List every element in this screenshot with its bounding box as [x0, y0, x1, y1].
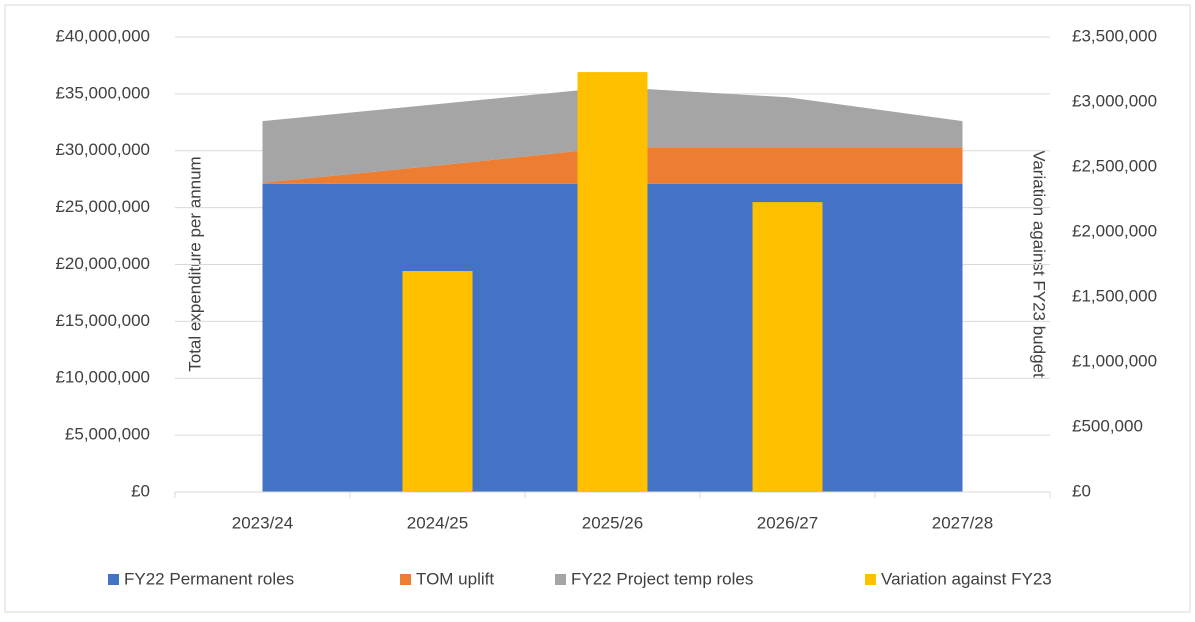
x-tick-label: 2025/26 — [582, 513, 643, 532]
y-tick-label: £5,000,000 — [65, 425, 150, 444]
legend-label: FY22 Permanent roles — [124, 569, 294, 588]
y2-tick-label: £500,000 — [1072, 416, 1143, 435]
y-tick-label: £0 — [131, 481, 150, 500]
legend-label: TOM uplift — [416, 569, 494, 588]
y2-tick-label: £2,500,000 — [1072, 156, 1157, 175]
x-tick-label: 2023/24 — [232, 513, 293, 532]
x-tick-label: 2026/27 — [757, 513, 818, 532]
x-tick-label: 2027/28 — [932, 513, 993, 532]
legend-label: Variation against FY23 — [881, 569, 1052, 588]
bar — [402, 271, 473, 492]
bar — [577, 72, 648, 492]
y-tick-label: £40,000,000 — [55, 26, 150, 45]
x-tick-label: 2024/25 — [407, 513, 468, 532]
y2-tick-label: £3,000,000 — [1072, 91, 1157, 110]
y2-tick-label: £3,500,000 — [1072, 26, 1157, 45]
y-tick-label: £30,000,000 — [55, 140, 150, 159]
y2-tick-label: £2,000,000 — [1072, 221, 1157, 240]
legend-swatch — [108, 574, 119, 585]
legend-swatch — [555, 574, 566, 585]
legend-swatch — [400, 574, 411, 585]
y-tick-label: £25,000,000 — [55, 197, 150, 216]
y-tick-label: £15,000,000 — [55, 311, 150, 330]
y-tick-label: £20,000,000 — [55, 254, 150, 273]
legend-swatch — [865, 574, 876, 585]
y2-tick-label: £0 — [1072, 481, 1091, 500]
legend-label: FY22 Project temp roles — [571, 569, 753, 588]
y-tick-label: £35,000,000 — [55, 83, 150, 102]
y2-tick-label: £1,000,000 — [1072, 351, 1157, 370]
bar — [752, 202, 823, 492]
y-tick-label: £10,000,000 — [55, 368, 150, 387]
y2-tick-label: £1,500,000 — [1072, 286, 1157, 305]
